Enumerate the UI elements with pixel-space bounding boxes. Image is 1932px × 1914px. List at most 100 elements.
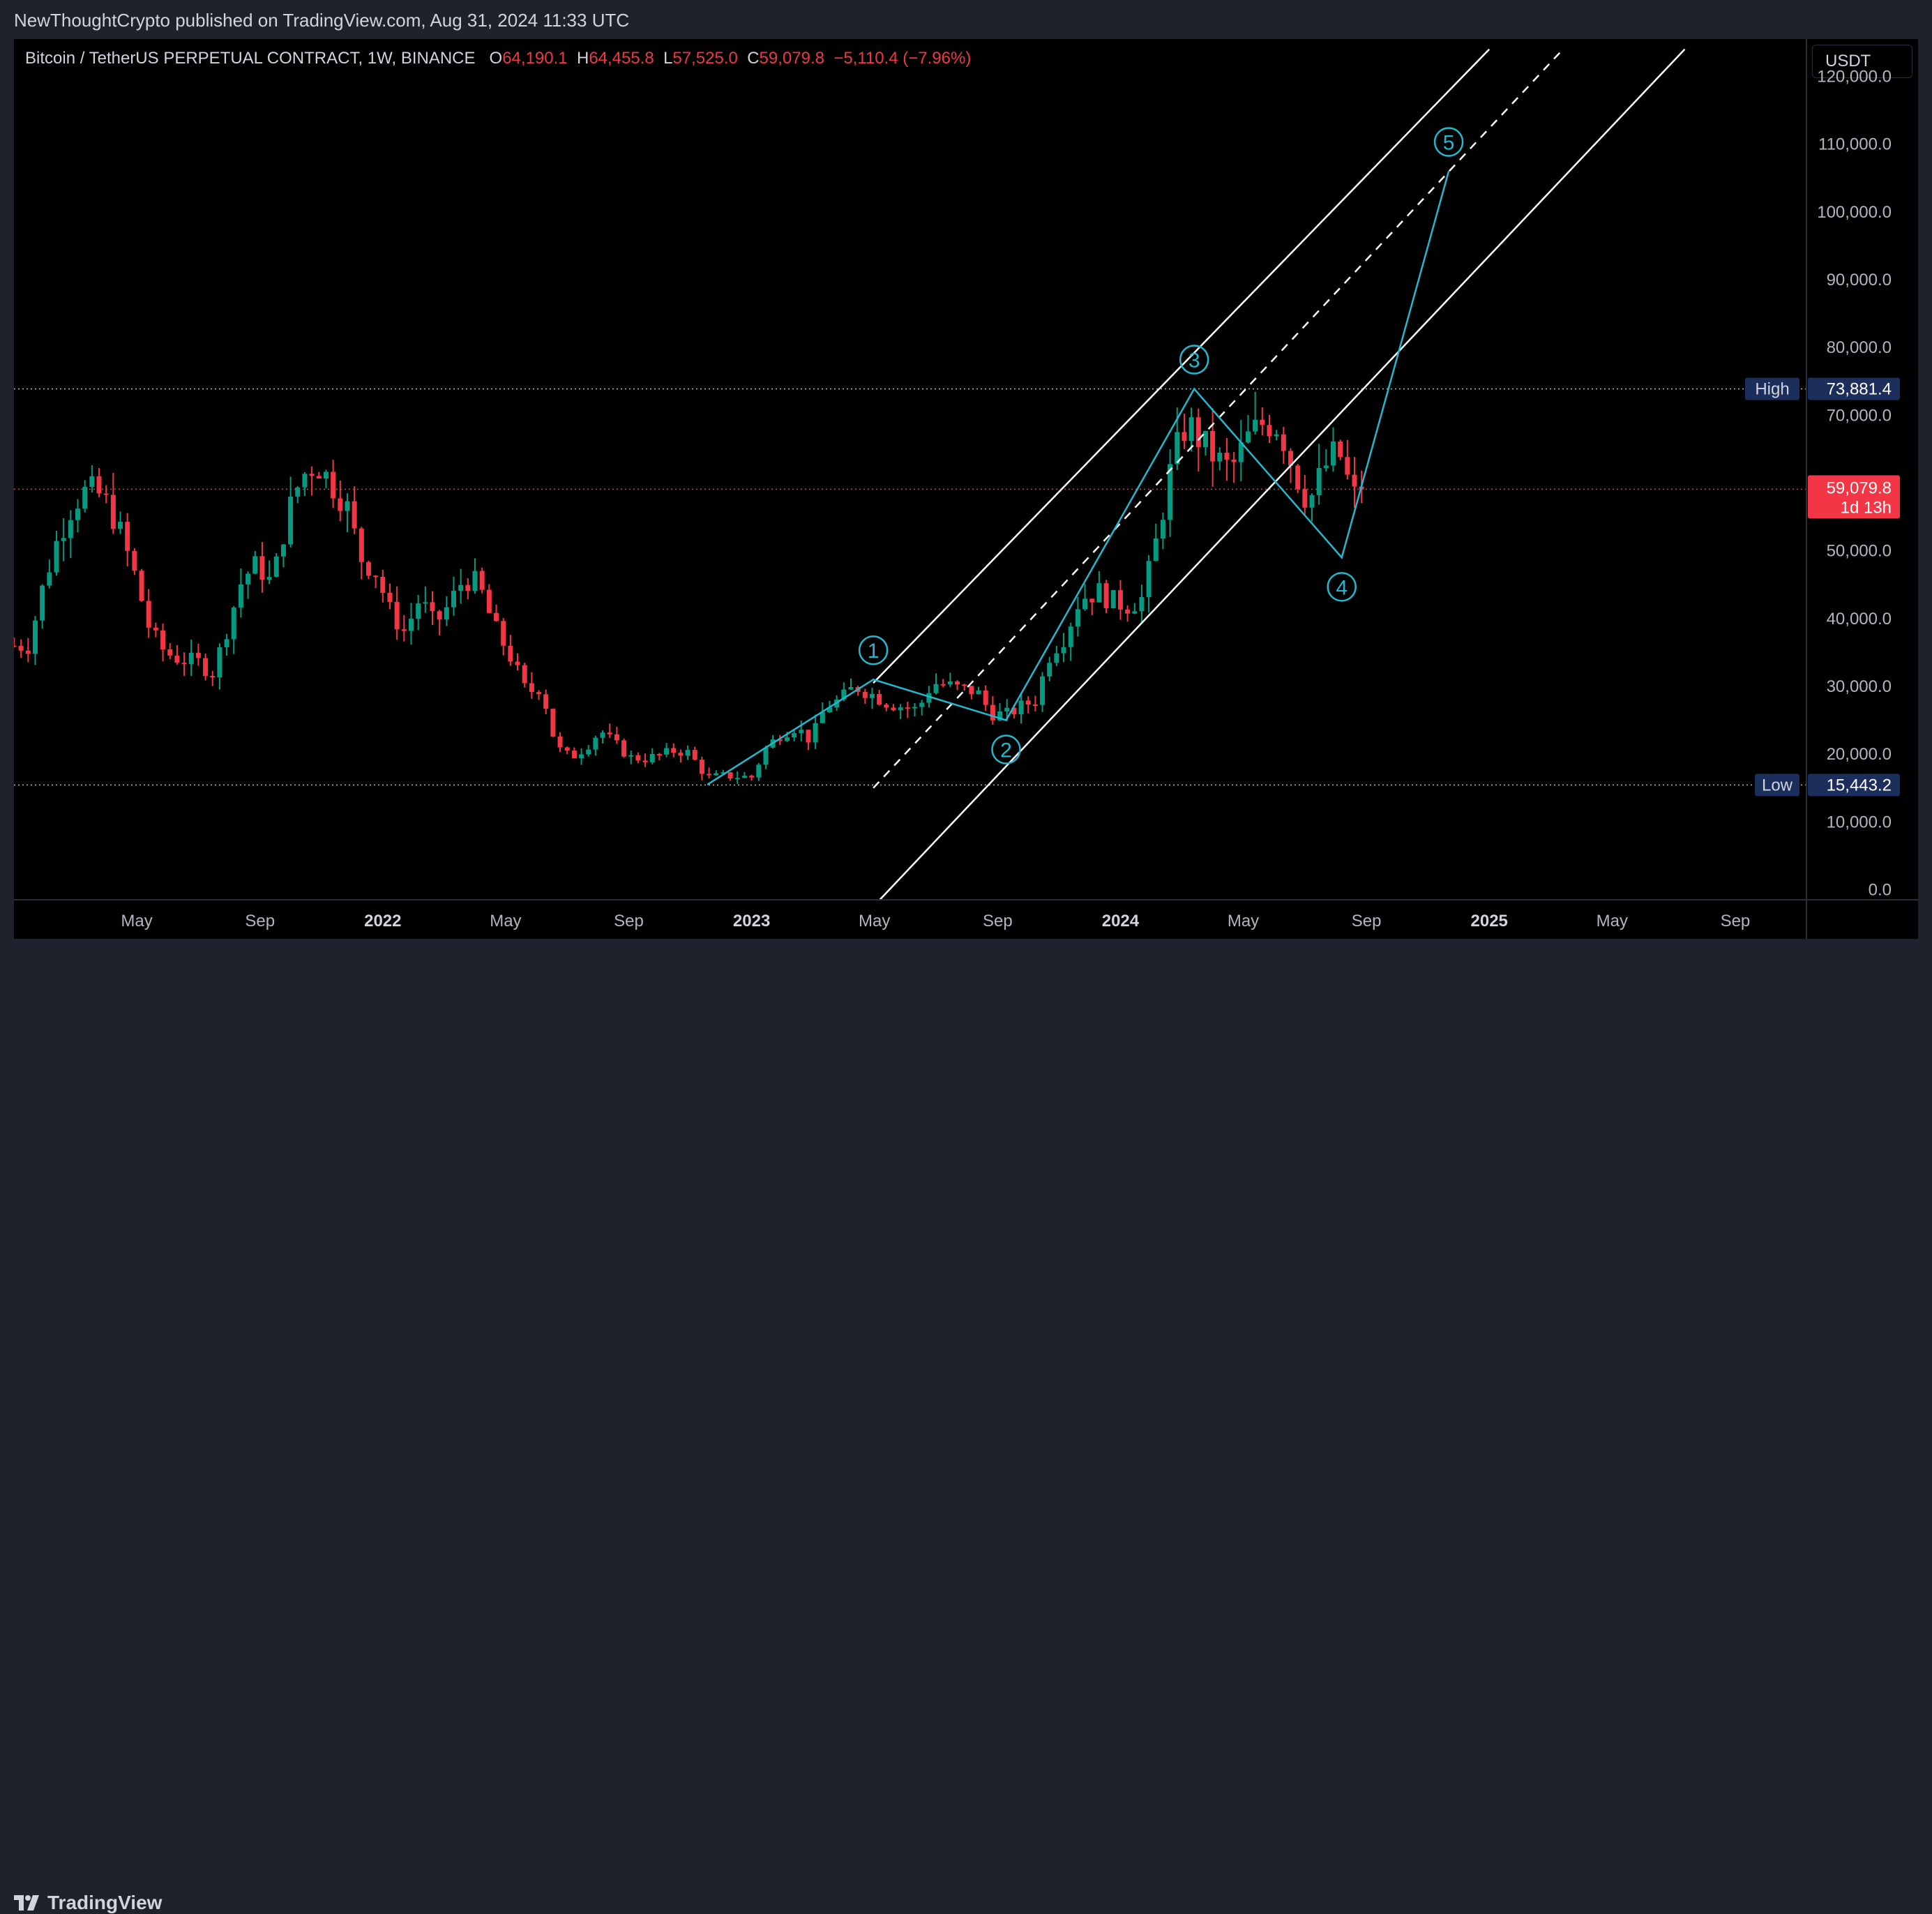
wave-path	[707, 171, 1450, 785]
time-tick-label: May	[490, 912, 521, 930]
price-tick-label: 110,000.0	[1818, 135, 1892, 154]
candle-body	[1146, 561, 1152, 598]
candle-body	[89, 476, 95, 488]
price-tick-label: 10,000.0	[1827, 813, 1892, 831]
candle-body	[1054, 653, 1059, 663]
candle-body	[430, 602, 435, 612]
candle-body	[1202, 430, 1208, 447]
candle-body	[465, 585, 471, 591]
candle-body	[642, 760, 648, 762]
candle-body	[628, 755, 634, 757]
wave-label-circle	[1179, 345, 1209, 375]
high-badge-label: High	[1755, 380, 1789, 399]
candle-body	[635, 755, 641, 761]
candle-body	[153, 627, 158, 631]
tradingview-logo[interactable]: TradingView	[14, 1892, 162, 1914]
candle-body	[82, 487, 88, 509]
price-tick-label: 100,000.0	[1817, 203, 1892, 222]
candle-body	[75, 508, 81, 520]
candle-body	[416, 603, 421, 619]
high-badge-value: 73,881.4	[1827, 380, 1892, 399]
last-price-box	[1808, 475, 1900, 519]
candle-body	[727, 772, 733, 779]
candle-body	[273, 556, 279, 577]
bar-countdown: 1d 13h	[1841, 498, 1892, 517]
wave-label-circle	[991, 734, 1021, 764]
candle-body	[501, 621, 506, 646]
candle-body	[820, 712, 825, 723]
candle-body	[1338, 441, 1343, 458]
channel-lower-line	[878, 48, 1686, 900]
candle-body	[1224, 453, 1230, 460]
candle-body	[912, 707, 918, 709]
low-key: L	[663, 49, 673, 68]
high-key: H	[576, 49, 589, 68]
candle-body	[1168, 464, 1173, 520]
close-value: 59,079.8	[759, 49, 824, 68]
candle-body	[741, 776, 747, 778]
wave-label-circle	[1327, 572, 1357, 602]
currency-button[interactable]: USDT	[1812, 45, 1912, 78]
candle-body	[955, 681, 960, 685]
candle-body	[593, 737, 598, 750]
candle-body	[720, 772, 726, 774]
candle-body	[1231, 459, 1237, 462]
candle-body	[827, 707, 832, 713]
candle-body	[352, 501, 357, 529]
candle-body	[25, 650, 31, 654]
candle-body	[1352, 474, 1357, 487]
candle-body	[1195, 417, 1201, 447]
candle-body	[763, 747, 769, 765]
candle-body	[1004, 707, 1010, 711]
candle-body	[160, 630, 166, 649]
wave-label-1: 1	[868, 640, 880, 663]
price-tick-label: 80,000.0	[1827, 338, 1892, 357]
candle-body	[266, 576, 272, 580]
candle-body	[103, 493, 109, 495]
time-tick-label: 2023	[733, 912, 770, 930]
candle-body	[494, 612, 499, 621]
candle-body	[1274, 434, 1279, 437]
candle-body	[288, 496, 294, 545]
candle-body	[607, 732, 612, 734]
high-badge: High 73,881.4	[1745, 377, 1900, 400]
candle-body	[1110, 590, 1116, 608]
candle-body	[110, 495, 116, 529]
price-axis: 0.0 10,000.0 20,000.0 30,000.0 40,000.0 50,00…	[1806, 39, 1892, 939]
candle-body	[479, 571, 485, 590]
footer: TradingView	[0, 939, 1932, 1913]
candle-body	[259, 556, 265, 580]
symbol-title[interactable]: Bitcoin / TetherUS PERPETUAL CONTRACT, 1…	[25, 49, 476, 68]
candle-body	[1323, 465, 1329, 468]
candle-body	[990, 704, 995, 721]
time-axis: May Sep 2022 May Sep 2023 May Sep 2024 May Sep 2025…	[14, 899, 1918, 930]
candle-body	[926, 693, 932, 703]
high-badge-tag	[1745, 377, 1799, 400]
wave-label-5: 5	[1443, 131, 1455, 154]
candle-body	[323, 472, 329, 478]
price-tick-label: 20,000.0	[1827, 745, 1892, 764]
candle-body	[1217, 453, 1223, 462]
candle-body	[1068, 626, 1073, 647]
last-price-badge: 59,079.81d 13h	[1808, 475, 1900, 519]
candle-body	[919, 702, 925, 707]
candle-body	[806, 730, 811, 743]
wave-label-circle	[1433, 127, 1464, 157]
candle-body	[933, 684, 939, 693]
candle-body	[749, 776, 755, 778]
candle-body	[1238, 442, 1244, 462]
price-tick-label: 40,000.0	[1827, 610, 1892, 628]
low-badge: Low 15,443.2	[1755, 774, 1900, 797]
candle-body	[246, 573, 251, 585]
wave-label-4: 4	[1336, 576, 1348, 599]
price-reference-lines	[14, 388, 1806, 786]
price-tick-label: 50,000.0	[1827, 542, 1892, 561]
candle-body	[1047, 663, 1052, 677]
candle-body	[210, 676, 216, 678]
candle-body	[373, 575, 379, 578]
candle-body	[401, 629, 407, 631]
candle-body	[1288, 451, 1293, 466]
candle-body	[799, 730, 804, 733]
time-tick-label: Sep	[614, 912, 644, 930]
candle-body	[224, 639, 229, 647]
